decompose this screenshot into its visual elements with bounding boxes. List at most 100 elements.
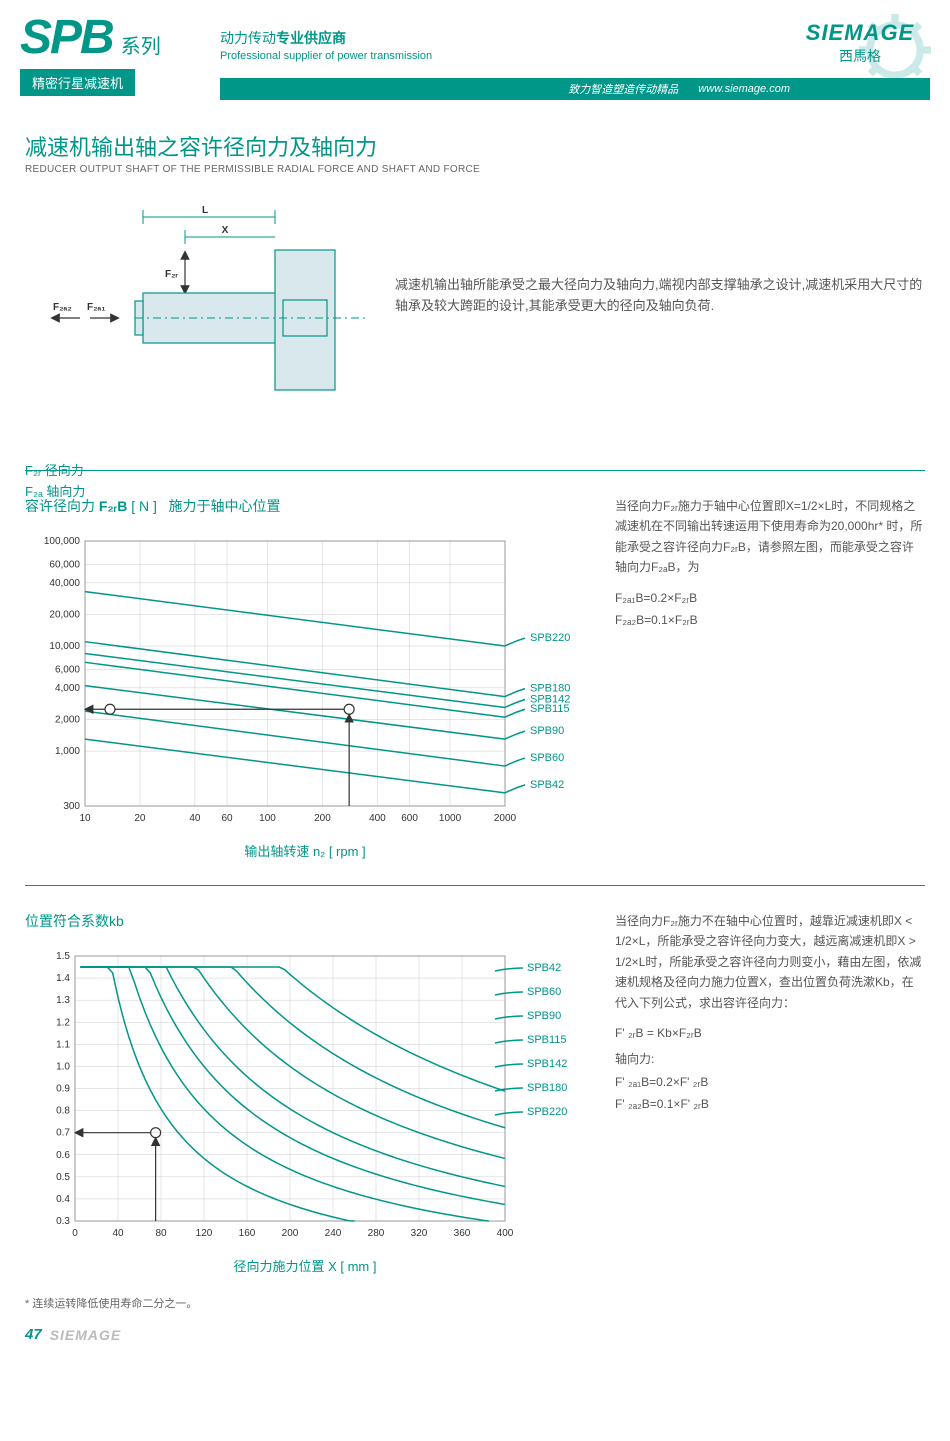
svg-text:600: 600 — [401, 813, 418, 824]
svg-text:120: 120 — [196, 1228, 213, 1239]
svg-text:1.1: 1.1 — [56, 1039, 70, 1050]
svg-text:400: 400 — [497, 1228, 514, 1239]
svg-text:20,000: 20,000 — [49, 609, 80, 620]
chart2-formula3: F' ₂ₐ₂B=0.1×F' ₂ᵣB — [615, 1094, 925, 1114]
svg-text:SPB220: SPB220 — [527, 1106, 567, 1118]
svg-text:SPB42: SPB42 — [527, 962, 561, 974]
svg-text:0.5: 0.5 — [56, 1172, 70, 1183]
dim-F2a2: F₂ₐ₂ — [53, 302, 72, 313]
svg-text:SPB90: SPB90 — [530, 725, 564, 737]
svg-text:SPB180: SPB180 — [527, 1082, 567, 1094]
svg-text:2000: 2000 — [494, 813, 517, 824]
svg-text:360: 360 — [454, 1228, 471, 1239]
svg-text:200: 200 — [314, 813, 331, 824]
tagline-cn-pre: 动力传动 — [220, 30, 276, 46]
right-bar-url: www.siemage.com — [698, 83, 790, 95]
svg-text:320: 320 — [411, 1228, 428, 1239]
svg-text:240: 240 — [325, 1228, 342, 1239]
svg-text:10,000: 10,000 — [49, 641, 80, 652]
svg-text:400: 400 — [369, 813, 386, 824]
force-axial: F₂ₐ 轴向力 — [25, 481, 365, 500]
header-tagline: 动力传动专业供应商 Professional supplier of power… — [220, 28, 432, 62]
svg-text:0.4: 0.4 — [56, 1194, 70, 1205]
svg-text:10: 10 — [79, 813, 91, 824]
svg-text:100: 100 — [259, 813, 276, 824]
svg-text:SPB60: SPB60 — [530, 752, 564, 764]
svg-text:1,000: 1,000 — [55, 746, 80, 757]
svg-text:1.2: 1.2 — [56, 1017, 70, 1028]
svg-text:60,000: 60,000 — [49, 559, 80, 570]
svg-text:60: 60 — [221, 813, 233, 824]
svg-text:0.7: 0.7 — [56, 1128, 70, 1139]
svg-text:SPB60: SPB60 — [527, 986, 561, 998]
chart1-title-post: 施力于轴中心位置 — [169, 498, 281, 514]
siemage-logo: SIEMAGE 西馬格 — [790, 20, 930, 66]
svg-text:160: 160 — [239, 1228, 256, 1239]
svg-text:SPB142: SPB142 — [527, 1058, 567, 1070]
header-right-bar: 致力智造塑造传动精品 www.siemage.com — [220, 78, 930, 100]
section1-desc: 减速机输出轴所能承受之最大径向力及轴向力,端视内部支撑轴承之设计,减速机采用大尺… — [395, 195, 925, 445]
svg-text:20: 20 — [134, 813, 146, 824]
chart2-title-text: 位置符合系数kb — [25, 913, 124, 929]
chart2-side: 当径向力F₂ᵣ施力不在轴中心位置时，越靠近减速机即X < 1/2×L，所能承受之… — [615, 911, 925, 1275]
chart1-title-sym: F₂ᵣB — [99, 498, 127, 514]
svg-text:SPB90: SPB90 — [527, 1010, 561, 1022]
spb-logo: SPB — [20, 10, 113, 65]
brand-cn: 西馬格 — [790, 46, 930, 66]
svg-text:0.8: 0.8 — [56, 1106, 70, 1117]
chart1-title-pre: 容许径向力 — [25, 498, 95, 514]
dim-L: L — [202, 205, 208, 216]
svg-text:100,000: 100,000 — [44, 536, 81, 547]
shaft-diagram: L X F₂ᵣ F₂ₐ₂ F₂ₐ₁ — [25, 195, 365, 445]
chart1-formula2: F₂ₐ₂B=0.1×F₂ᵣB — [615, 610, 925, 630]
chart2-xlabel: 径向力施力位置 X [ mm ] — [25, 1256, 585, 1275]
force-labels: F₂ᵣ 径向力 F₂ₐ 轴向力 — [25, 460, 365, 500]
section1-title-en: REDUCER OUTPUT SHAFT OF THE PERMISSIBLE … — [25, 164, 925, 175]
chart2-axial-label: 轴向力: — [615, 1049, 925, 1069]
tagline-cn-bold: 专业供应商 — [276, 30, 346, 46]
dim-F2a1: F₂ₐ₁ — [87, 302, 105, 313]
svg-text:0: 0 — [72, 1228, 78, 1239]
chart1-side: 当径向力F₂ᵣ施力于轴中心位置即X=1/2×L时，不同规格之减速机在不同输出转速… — [615, 496, 925, 860]
chart2-formula2: F' ₂ₐ₁B=0.2×F' ₂ᵣB — [615, 1072, 925, 1092]
svg-text:40: 40 — [112, 1228, 124, 1239]
svg-text:0.9: 0.9 — [56, 1084, 70, 1095]
force-radial: F₂ᵣ 径向力 — [25, 460, 365, 479]
svg-text:4,000: 4,000 — [55, 683, 80, 694]
footnote: * 连续运转降低使用寿命二分之一。 — [25, 1295, 925, 1311]
chart1-title-unit: [ N ] — [131, 498, 157, 514]
footer-brand: SIEMAGE — [50, 1327, 122, 1343]
svg-text:280: 280 — [368, 1228, 385, 1239]
chart1-formula1: F₂ₐ₁B=0.2×F₂ᵣB — [615, 588, 925, 608]
svg-text:2,000: 2,000 — [55, 714, 80, 725]
svg-text:SPB220: SPB220 — [530, 632, 570, 644]
divider-2 — [25, 885, 925, 886]
chart2-side-text: 当径向力F₂ᵣ施力不在轴中心位置时，越靠近减速机即X < 1/2×L，所能承受之… — [615, 911, 925, 1013]
right-bar-cn: 致力智造塑造传动精品 — [568, 81, 678, 97]
brand-name: SIEMAGE — [790, 20, 930, 46]
page-number: 47 — [25, 1326, 42, 1343]
header-sub-bar: 精密行星减速机 — [20, 69, 135, 96]
svg-text:80: 80 — [155, 1228, 167, 1239]
svg-text:1.4: 1.4 — [56, 973, 70, 984]
svg-text:0.3: 0.3 — [56, 1216, 70, 1227]
svg-text:SPB115: SPB115 — [527, 1034, 567, 1046]
svg-text:300: 300 — [63, 801, 80, 812]
series-label: 系列 — [121, 30, 161, 65]
svg-text:1.5: 1.5 — [56, 951, 70, 962]
svg-text:1000: 1000 — [439, 813, 462, 824]
dim-F2r: F₂ᵣ — [165, 269, 179, 280]
svg-text:200: 200 — [282, 1228, 299, 1239]
page-header: SPB 系列 动力传动专业供应商 Professional supplier o… — [0, 0, 950, 100]
page-footer: 47 SIEMAGE — [25, 1326, 925, 1343]
svg-text:40: 40 — [189, 813, 201, 824]
chart2-formula1: F' ₂ᵣB = Kb×F₂ᵣB — [615, 1023, 925, 1043]
chart1-svg: 10 20 40 60 100 200 400 600 1000 2000 100,000 60,00… — [25, 531, 585, 831]
chart1-side-text: 当径向力F₂ᵣ施力于轴中心位置即X=1/2×L时，不同规格之减速机在不同输出转速… — [615, 496, 925, 578]
svg-text:0.6: 0.6 — [56, 1150, 70, 1161]
svg-text:40,000: 40,000 — [49, 578, 80, 589]
dim-X: X — [222, 225, 229, 236]
svg-text:6,000: 6,000 — [55, 664, 80, 675]
chart1-xlabel: 输出轴转速 n₂ [ rpm ] — [25, 841, 585, 860]
tagline-en: Professional supplier of power transmiss… — [220, 50, 432, 62]
